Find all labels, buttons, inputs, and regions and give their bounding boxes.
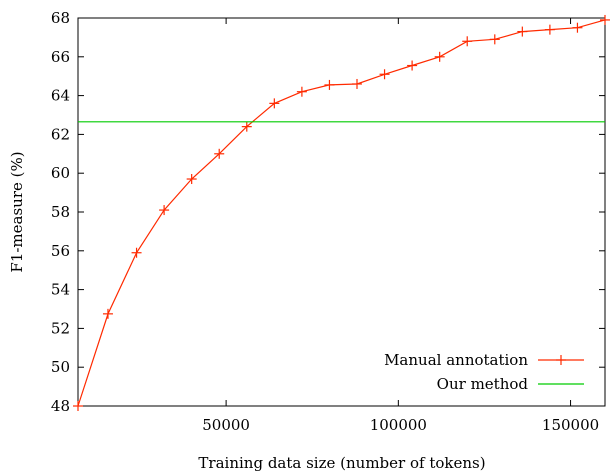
y-tick-label: 52 bbox=[51, 319, 70, 337]
x-tick-label: 150000 bbox=[542, 416, 599, 434]
data-point bbox=[159, 205, 170, 216]
y-tick-label: 62 bbox=[51, 125, 70, 143]
data-point bbox=[269, 98, 280, 109]
data-point bbox=[517, 26, 528, 37]
series-line-0 bbox=[77, 19, 606, 407]
y-tick-label: 64 bbox=[51, 87, 70, 105]
series-layer bbox=[73, 14, 610, 411]
y-axis-title: F1-measure (%) bbox=[8, 151, 26, 272]
y-tick-label: 54 bbox=[51, 281, 70, 299]
x-axis-title: Training data size (number of tokens) bbox=[198, 454, 485, 472]
data-point bbox=[407, 60, 418, 71]
data-point bbox=[434, 51, 445, 62]
data-point bbox=[102, 308, 113, 319]
data-point bbox=[73, 401, 83, 411]
data-point bbox=[214, 148, 225, 159]
data-point bbox=[572, 22, 583, 33]
data-point bbox=[462, 36, 473, 47]
plot-frame bbox=[77, 17, 606, 407]
y-tick-label: 58 bbox=[51, 203, 70, 221]
data-point bbox=[352, 78, 362, 89]
data-point bbox=[131, 247, 142, 258]
legend: Manual annotation Our method bbox=[384, 351, 584, 393]
data-point bbox=[241, 121, 252, 132]
data-point bbox=[324, 79, 335, 90]
data-point bbox=[186, 174, 197, 185]
legend-label: Our method bbox=[437, 375, 529, 393]
y-tick-label: 60 bbox=[51, 164, 70, 182]
y-tick-label: 48 bbox=[51, 397, 70, 415]
data-point bbox=[544, 24, 555, 35]
x-axis-ticks: 50000 100000 150000 bbox=[202, 18, 599, 434]
legend-label: Manual annotation bbox=[384, 351, 528, 369]
y-tick-label: 66 bbox=[51, 48, 70, 66]
x-tick-label: 50000 bbox=[202, 416, 250, 434]
y-tick-label: 56 bbox=[51, 242, 70, 260]
data-point bbox=[489, 34, 500, 45]
x-tick-label: 100000 bbox=[370, 416, 427, 434]
y-tick-label: 50 bbox=[51, 358, 70, 376]
data-point bbox=[600, 14, 610, 25]
data-point bbox=[379, 69, 390, 80]
data-point bbox=[296, 86, 307, 97]
y-tick-label: 68 bbox=[51, 9, 70, 27]
y-axis-ticks: 48 50 52 54 56 58 60 62 64 66 68 bbox=[51, 9, 605, 415]
